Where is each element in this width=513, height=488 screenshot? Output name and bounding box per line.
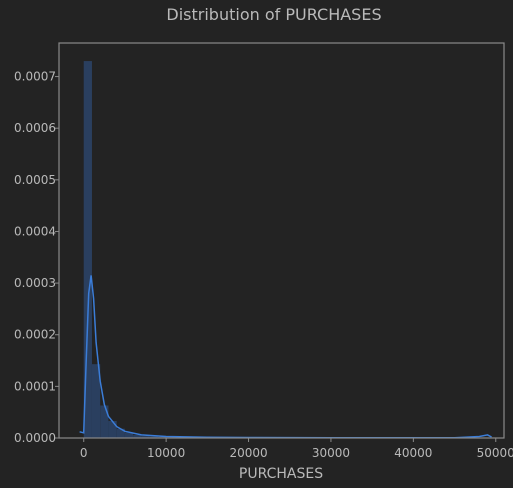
x-axis-label: PURCHASES [239, 466, 323, 482]
histogram-bar [83, 61, 92, 438]
histogram-bar [91, 364, 101, 438]
y-tick-label: 0.0004 [14, 224, 56, 238]
plot-area [58, 42, 505, 439]
x-tick-label: 10000 [147, 446, 185, 460]
y-tick-label: 0.0007 [14, 70, 56, 84]
chart-title: Distribution of PURCHASES [166, 5, 381, 24]
y-tick-label: 0.0005 [14, 173, 56, 187]
histogram-bar [141, 435, 150, 438]
x-tick-label: 50000 [477, 446, 513, 460]
y-tick-label: 0.0001 [14, 379, 56, 393]
x-axis-ticks: 0 10000 20000 30000 40000 50000 [80, 438, 513, 460]
x-tick-label: 30000 [312, 446, 350, 460]
histogram-bar [124, 432, 134, 438]
histogram-bar [149, 436, 158, 438]
y-tick-label: 0.0000 [14, 431, 56, 445]
y-tick-label: 0.0006 [14, 121, 56, 135]
x-tick-label: 20000 [229, 446, 267, 460]
y-axis-ticks: 0.0000 0.0001 0.0002 0.0003 0.0004 0.0005 0.00… [14, 70, 59, 445]
axes-frame [58, 42, 505, 439]
y-tick-label: 0.0003 [14, 276, 56, 290]
x-tick-label: 40000 [394, 446, 432, 460]
histogram-bar [133, 434, 142, 438]
kde-line [79, 275, 492, 439]
histogram-bar [100, 405, 109, 438]
histogram-bar [116, 428, 125, 438]
histogram-bars [83, 61, 183, 438]
x-tick-label: 0 [80, 446, 88, 460]
histogram-bar [108, 420, 117, 438]
y-tick-label: 0.0002 [14, 328, 56, 342]
